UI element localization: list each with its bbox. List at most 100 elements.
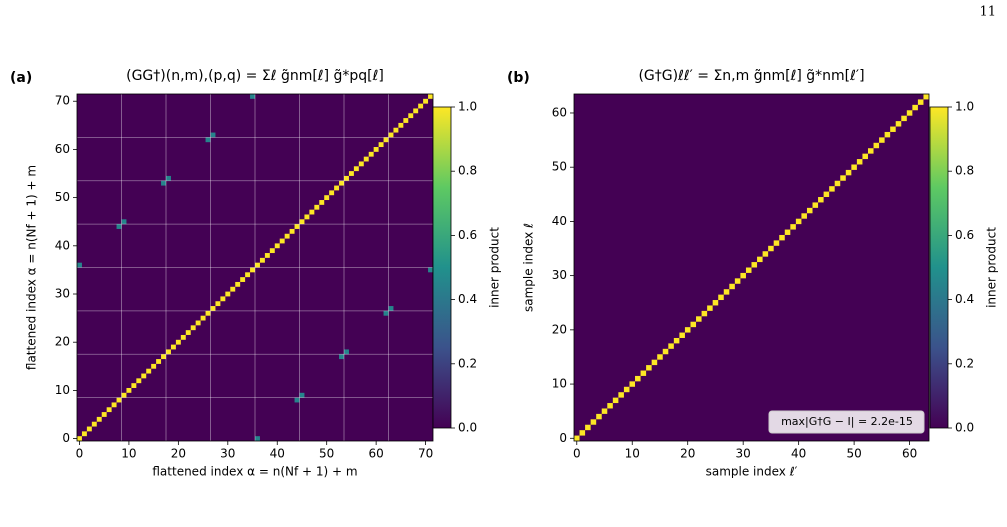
- diagonal-cell: [818, 197, 824, 203]
- colorbar-tick-label: 1.0: [955, 100, 974, 114]
- x-axis-label: flattened index α = n(Nf + 1) + m: [152, 465, 357, 479]
- diagonal-cell: [640, 370, 647, 376]
- diagonal-cell: [304, 214, 310, 220]
- diagonal-cell: [812, 202, 819, 208]
- colorbar-tick-label: 0.2: [955, 356, 974, 370]
- diagonal-cell: [383, 137, 389, 143]
- diagonal-cell: [373, 147, 379, 152]
- diagonal-cell: [734, 278, 741, 284]
- diagonal-cell: [845, 169, 852, 176]
- diagonal-cell: [413, 108, 419, 114]
- diagonal-cell: [116, 397, 122, 403]
- diagonal-cell: [690, 321, 697, 328]
- colorbar-tick-label: 0.6: [955, 228, 974, 242]
- diagonal-cell: [363, 156, 369, 162]
- diagonal-cell: [314, 204, 320, 210]
- diagonal-cell: [596, 413, 602, 420]
- x-axis-label: sample index ℓ′: [706, 465, 798, 479]
- annotation-box: [768, 410, 925, 434]
- diagonal-cell: [612, 397, 619, 404]
- diagonal-cell: [403, 118, 409, 123]
- diagonal-cell: [629, 381, 636, 387]
- off-diagonal-cell: [161, 180, 166, 186]
- colorbar: [432, 106, 452, 429]
- y-tick-label: 60: [552, 105, 567, 119]
- y-axis-label: sample index ℓ: [522, 223, 536, 312]
- diagonal-cell: [423, 98, 429, 104]
- diagonal-cell: [890, 126, 896, 132]
- diagonal-cell: [195, 320, 201, 326]
- diagonal-cell: [696, 316, 702, 322]
- diagonal-cell: [279, 238, 285, 244]
- diagonal-cell: [334, 185, 340, 191]
- diagonal-cell: [829, 186, 835, 192]
- off-diagonal-cell: [121, 219, 127, 225]
- diagonal-cell: [751, 262, 758, 268]
- diagonal-cell: [348, 171, 354, 176]
- diagonal-cell: [679, 332, 685, 338]
- colorbar-label: inner product: [488, 227, 502, 308]
- x-tick-label: 40: [270, 447, 285, 461]
- x-tick-label: 10: [625, 447, 640, 461]
- diagonal-cell: [398, 122, 404, 128]
- diagonal-cell: [151, 363, 157, 369]
- diagonal-cell: [215, 301, 221, 307]
- y-tick-label: 30: [552, 268, 567, 282]
- colorbar-tick-label: 0.8: [955, 164, 974, 178]
- off-diagonal-cell: [250, 94, 255, 99]
- diagonal-cell: [200, 315, 206, 321]
- diagonal-cell: [795, 218, 802, 225]
- off-diagonal-cell: [205, 137, 211, 143]
- colorbar-tick-label: 0.0: [458, 421, 477, 435]
- y-tick-label: 50: [55, 190, 70, 204]
- diagonal-cell: [745, 267, 752, 273]
- colorbar: [929, 106, 949, 429]
- diagonal-cell: [718, 294, 724, 301]
- diagonal-cell: [185, 330, 191, 335]
- diagonal-cell: [77, 436, 82, 441]
- off-diagonal-cell: [166, 175, 171, 181]
- annotation: max|G†G − I| = 2.2e-15: [781, 415, 913, 428]
- y-axis-label: flattened index α = n(Nf + 1) + m: [25, 165, 39, 370]
- off-diagonal-cell: [210, 132, 216, 138]
- y-tick-label: 70: [55, 94, 70, 108]
- colorbar-tick-label: 0.8: [458, 164, 477, 178]
- diagonal-cell: [166, 349, 171, 355]
- x-tick-label: 50: [319, 447, 334, 461]
- diagonal-cell: [235, 281, 241, 287]
- diagonal-cell: [121, 392, 127, 398]
- diagonal-cell: [712, 300, 719, 306]
- panel-label: (b): [507, 70, 530, 86]
- x-tick-label: 20: [680, 447, 695, 461]
- diagonal-cell: [867, 148, 874, 154]
- diagonal-cell: [220, 296, 226, 302]
- y-tick-label: 20: [552, 322, 567, 336]
- off-diagonal-cell: [116, 224, 122, 229]
- diagonal-cell: [230, 286, 236, 292]
- diagonal-cell: [146, 368, 152, 374]
- colorbar-tick-label: 0.4: [955, 292, 974, 306]
- diagonal-cell: [856, 159, 863, 165]
- diagonal-cell: [579, 430, 586, 436]
- diagonal-cell: [156, 359, 162, 364]
- diagonal-cell: [259, 257, 265, 263]
- diagonal-cell: [574, 435, 580, 441]
- diagonal-cell: [368, 151, 374, 157]
- diagonal-cell: [790, 224, 796, 230]
- diagonal-cell: [618, 392, 624, 398]
- diagonal-cell: [784, 229, 791, 235]
- diagonal-cell: [408, 113, 414, 119]
- diagonal-cell: [851, 164, 857, 170]
- diagonal-cell: [378, 142, 384, 148]
- off-diagonal-cell: [383, 310, 389, 316]
- page-number: 11: [979, 5, 996, 20]
- diagonal-cell: [274, 243, 280, 249]
- diagonal-cell: [823, 191, 830, 198]
- diagonal-cell: [353, 166, 359, 172]
- diagonal-cell: [81, 431, 87, 437]
- diagonal-cell: [884, 131, 891, 138]
- chart-title: (GG†)(n,m),(p,q) = Σℓ g̃nm[ℓ] g̃*pq[ℓ]: [126, 68, 384, 84]
- colorbar-label: inner product: [985, 227, 999, 308]
- panel-label: (a): [10, 70, 32, 86]
